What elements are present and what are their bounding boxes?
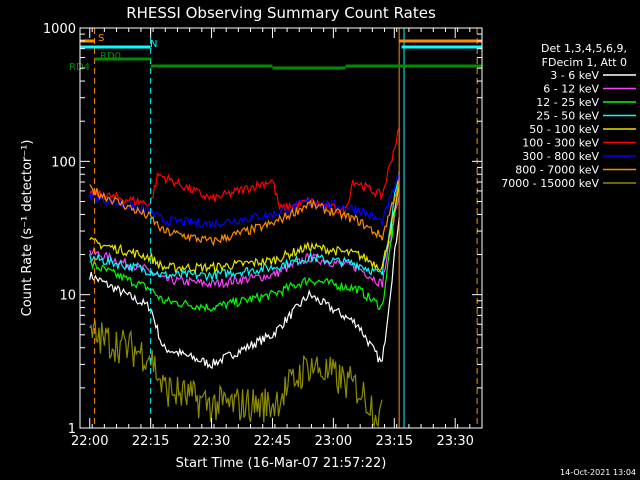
legend-entry-label: 100 - 300 keV (522, 137, 599, 150)
legend-entry-label: 3 - 6 keV (550, 69, 599, 82)
chart-title: RHESSI Observing Summary Count Rates (126, 4, 436, 22)
axes-layer: 1 10 100 1000 22:00 22:15 22:30 22:45 23:00 23:15… (43, 22, 482, 449)
y-tick-label: 10 (59, 289, 76, 304)
series-line-6 (89, 172, 400, 229)
x-tick-label: 22:45 (254, 434, 291, 449)
legend-entry-label: 6 - 12 keV (543, 83, 599, 96)
x-tick-label: 22:00 (71, 434, 108, 449)
series-line-5 (89, 127, 400, 216)
series-line-7 (89, 178, 400, 247)
legend-entry-label: 300 - 800 keV (522, 150, 599, 163)
series-line-4 (89, 187, 400, 274)
plot-frame (79, 27, 483, 429)
y-tick-label: 100 (51, 155, 76, 170)
y-axis-label: Count Rate (s⁻¹ detector⁻¹) (20, 140, 35, 317)
footer-timestamp: 14-Oct-2021 13:04 (560, 468, 636, 477)
x-axis-label: Start Time (16-Mar-07 21:57:22) (176, 456, 387, 471)
series-line-0 (89, 217, 400, 370)
series-line-3 (89, 171, 400, 282)
y-tick-label: 1000 (43, 22, 76, 37)
series-line-8 (89, 319, 383, 429)
x-tick-label: 23:00 (315, 434, 352, 449)
x-tick-label: 23:30 (436, 434, 473, 449)
legend-header-line: Det 1,3,4,5,6,9, (541, 42, 627, 55)
x-tick-label: 22:15 (132, 434, 169, 449)
flag-label-rd0: RD0 (100, 51, 121, 62)
series-layer (89, 127, 400, 429)
legend-entry-label: 7000 - 15000 keV (501, 177, 599, 190)
legend-header-line: FDecim 1, Att 0 (542, 56, 627, 69)
x-tick-label: 22:30 (193, 434, 230, 449)
flag-label-s: S (98, 33, 104, 44)
legend-entry-label: 25 - 50 keV (536, 110, 599, 123)
legend: Det 1,3,4,5,6,9,FDecim 1, Att 03 - 6 keV… (501, 42, 636, 190)
x-tick-label: 23:15 (376, 434, 413, 449)
legend-entry-label: 12 - 25 keV (536, 96, 599, 109)
flag-label-n: N (150, 39, 157, 50)
legend-entry-label: 50 - 100 keV (529, 123, 599, 136)
y-tick-label: 1 (68, 422, 76, 437)
legend-entry-label: 800 - 7000 keV (515, 164, 599, 177)
series-line-2 (89, 185, 400, 313)
marker-layer (79, 28, 478, 428)
